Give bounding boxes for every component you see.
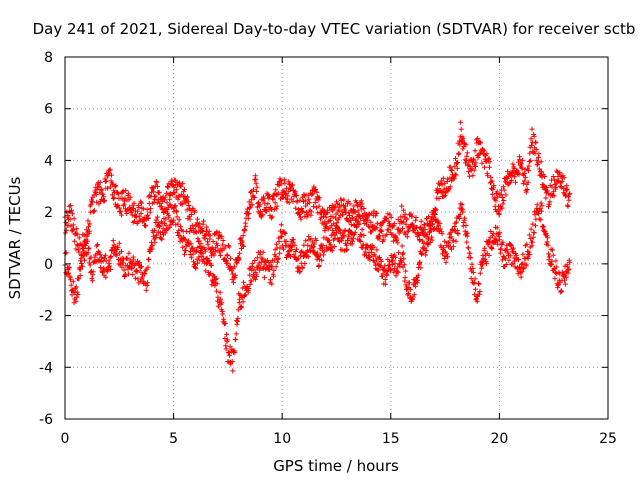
- y-tick-label: -4: [39, 360, 53, 376]
- x-tick-label: 0: [61, 431, 70, 447]
- axis-ticks: 0 5 10 15 20 25 -6 -4 -2 0 2 4 6 8: [39, 50, 617, 447]
- x-tick-label: 10: [273, 431, 291, 447]
- x-tick-label: 15: [382, 431, 400, 447]
- y-tick-label: -6: [39, 412, 53, 428]
- y-tick-label: 2: [44, 205, 53, 221]
- data-points: [62, 119, 573, 374]
- y-tick-label: 4: [44, 153, 53, 169]
- chart-title: Day 241 of 2021, Sidereal Day-to-day VTE…: [33, 20, 636, 38]
- y-axis-label: SDTVAR / TECUs: [6, 176, 24, 299]
- plot-frame: [64, 56, 609, 420]
- y-tick-label: 6: [44, 102, 53, 118]
- x-tick-label: 5: [169, 431, 178, 447]
- x-axis-label: GPS time / hours: [273, 457, 399, 475]
- x-tick-label: 25: [599, 431, 617, 447]
- y-tick-label: -2: [39, 309, 53, 325]
- y-tick-label: 0: [44, 257, 53, 273]
- x-tick-label: 20: [490, 431, 508, 447]
- y-tick-label: 8: [44, 50, 53, 66]
